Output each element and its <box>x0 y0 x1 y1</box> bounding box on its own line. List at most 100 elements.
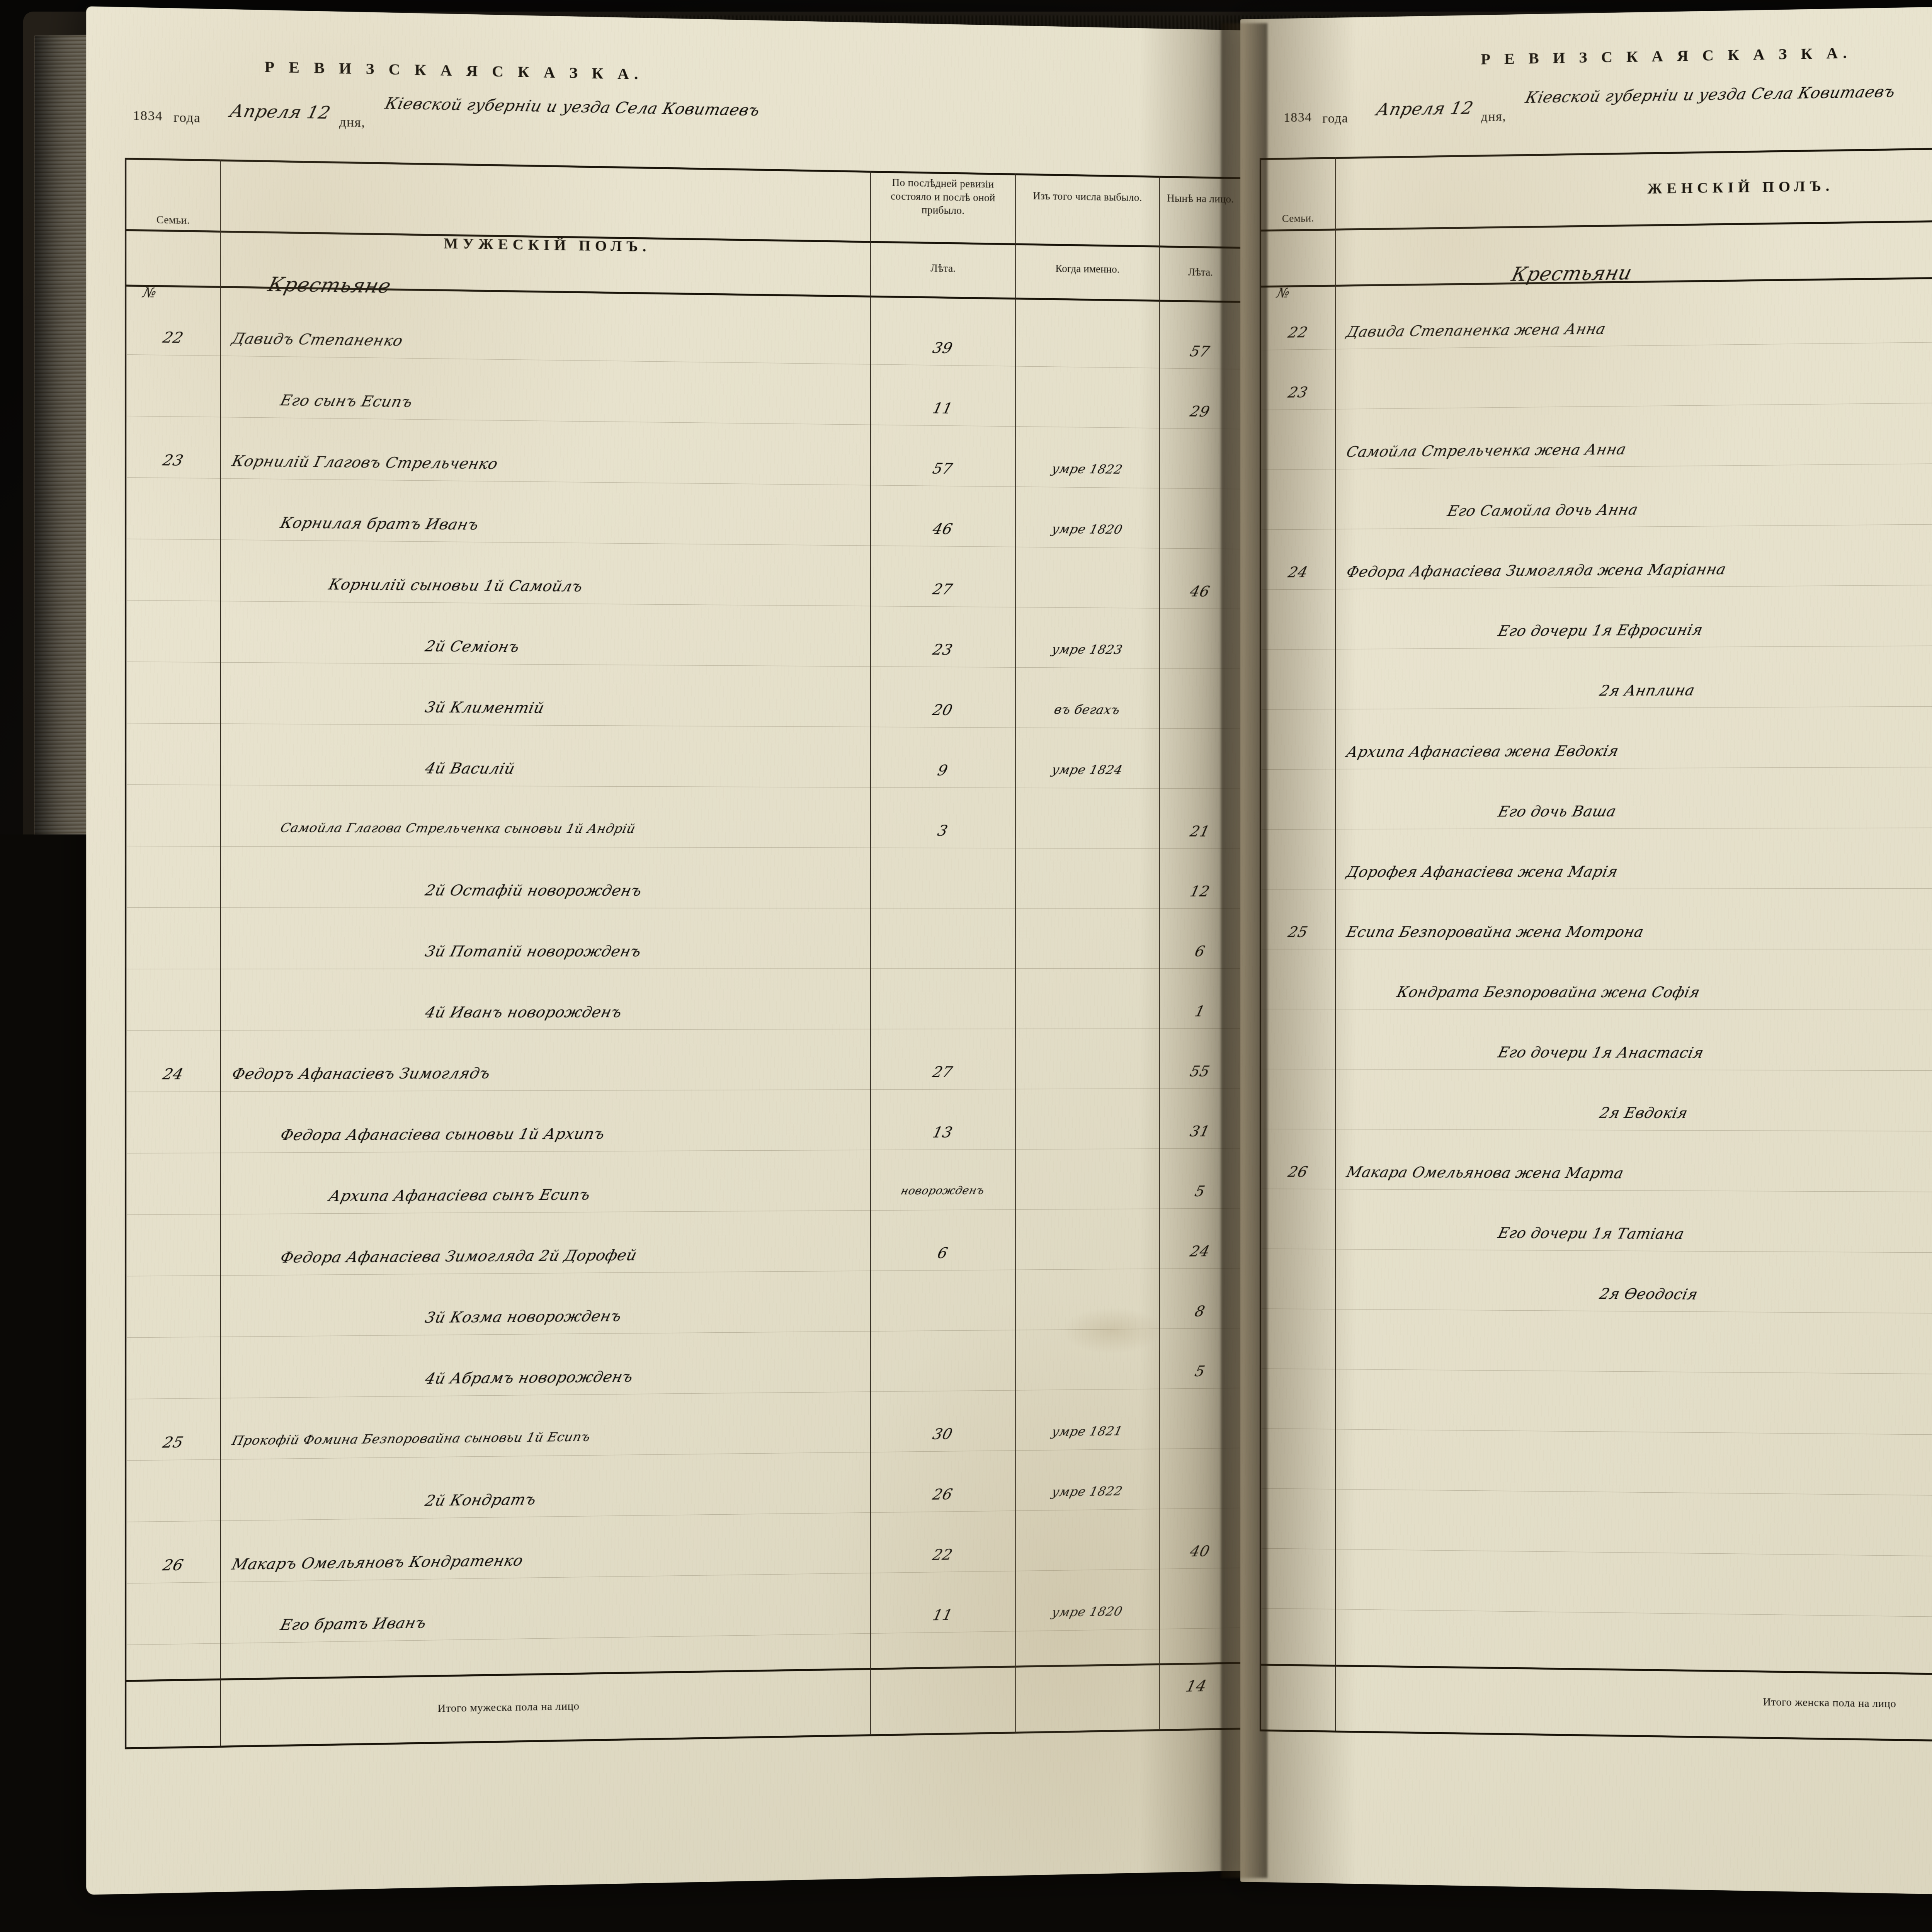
prev-revision-cell: 30 <box>870 1425 1015 1443</box>
left-page-title: Р Е В И З С К А Я С К А З К А. <box>265 58 643 83</box>
dropped-out-cell: умре 1822 <box>1015 461 1158 477</box>
right-dateline-year: 1834 <box>1284 110 1312 125</box>
name-cell: 3й Потапiй новорожденъ <box>423 943 643 960</box>
book-gutter <box>1221 23 1267 1878</box>
name-cell: Макара Омельянова жена Марта <box>1345 1163 1625 1182</box>
ruled-line <box>1262 704 1932 710</box>
name-cell: Давида Степаненка жена Анна <box>1345 320 1607 340</box>
prev-revision-cell: 11 <box>870 399 1015 418</box>
left-total-value: 14 <box>1184 1677 1208 1696</box>
family-number-cell: 24 <box>125 1065 221 1083</box>
left-col-dropped-out-header: Изъ того числа выбыло. <box>1018 189 1157 205</box>
name-cell: Федоръ Афанасiевъ Зимоглядъ <box>230 1065 492 1083</box>
ruled-line <box>127 539 1240 549</box>
ruled-line <box>1262 1429 1932 1439</box>
ruled-line <box>1262 1308 1932 1316</box>
name-cell: Самойла Глагова Стрельченка сыновьи 1й А… <box>279 820 637 836</box>
name-cell: Есипа Безпоровайна жена Мотрона <box>1345 923 1645 940</box>
family-number-cell: 22 <box>1260 323 1336 341</box>
name-cell: Самойла Стрельченка жена Анна <box>1345 440 1628 460</box>
name-cell: 2я Ѳеодосiя <box>1598 1285 1700 1303</box>
ruled-line <box>1262 888 1932 889</box>
name-cell: Федора Афанасiева сыновьи 1й Архипъ <box>279 1125 606 1144</box>
name-cell: 4й Абрамъ новорожденъ <box>423 1368 635 1387</box>
name-cell: Кондрата Безпоровайна жена Софiя <box>1395 983 1702 1001</box>
ruled-line <box>1262 1488 1932 1500</box>
name-cell: Его Самойла дочь Анна <box>1446 501 1640 519</box>
scanned-book-spread: Р Е В И З С К А Я С К А З К А. 1834 года… <box>0 0 1932 1932</box>
name-cell: Макаръ Омельяновъ Кондратенко <box>230 1552 525 1573</box>
ruled-line <box>127 1028 1240 1031</box>
ruled-line <box>127 662 1240 669</box>
name-cell: 2я Анплина <box>1598 682 1697 699</box>
dropped-out-cell: умре 1824 <box>1015 762 1158 777</box>
ruled-line <box>1262 643 1932 650</box>
prev-revision-cell: 23 <box>870 641 1015 659</box>
prev-revision-cell: 22 <box>870 1545 1015 1564</box>
family-number-cell: 24 <box>1260 563 1336 581</box>
dropped-out-cell: умре 1820 <box>1015 1603 1158 1620</box>
name-cell: Корнилiй сыновьи 1й Самойлъ <box>327 576 584 595</box>
dropped-out-cell: умре 1820 <box>1015 521 1158 537</box>
name-cell: 3й Климентiй <box>423 699 546 716</box>
left-estate-hand: Крестьяне <box>266 273 393 298</box>
left-col-prev-revision-header: По послѣдней ревизiи состояло и послѣ он… <box>873 175 1013 218</box>
ruled-line <box>127 968 1240 969</box>
ruled-line <box>127 600 1240 609</box>
name-cell: Архипа Афанасiева жена Евдокiя <box>1345 742 1620 760</box>
ruled-line <box>127 1448 1240 1461</box>
ruled-line <box>127 1508 1240 1522</box>
dropped-out-cell: умре 1823 <box>1015 641 1158 657</box>
ruled-line <box>127 1328 1240 1338</box>
left-dateline-place-hand: Кiевской губернiи и уезда Села Ковитаевъ <box>383 95 762 120</box>
name-cell: Федора Афанасiева Зимогляда 2й Дорофей <box>279 1247 639 1266</box>
name-cell: Его братъ Иванъ <box>279 1614 428 1634</box>
prev-revision-cell: 6 <box>870 1244 1015 1262</box>
name-cell: 2й Кондратъ <box>423 1491 538 1509</box>
ruled-line <box>1262 398 1932 410</box>
family-number-cell: 25 <box>125 1433 221 1452</box>
left-subhdr-years: Лѣта. <box>873 261 1013 276</box>
name-cell: Корнилiй Глаговъ Стрельченко <box>230 452 500 472</box>
ruled-line <box>127 1388 1240 1399</box>
prev-revision-cell: 46 <box>870 520 1015 538</box>
prev-revision-cell: 26 <box>870 1485 1015 1504</box>
ruled-line <box>1262 827 1932 830</box>
right-col-family-header: Семьи. <box>1262 211 1334 226</box>
prev-revision-cell: 39 <box>870 338 1015 357</box>
right-dateline-place-hand: Кiевской губернiи и уезда Села Ковитаевъ <box>1524 83 1897 107</box>
right-estate-hand: Крестьяни <box>1509 262 1634 286</box>
ruled-line <box>127 477 1240 489</box>
left-total-label: Итого мужеска пола на лицо <box>437 1700 579 1715</box>
ruled-line <box>1262 520 1932 530</box>
family-number-cell: 22 <box>125 328 221 347</box>
ruled-line <box>1262 459 1932 470</box>
dropped-out-cell: умре 1822 <box>1015 1483 1158 1500</box>
prev-revision-cell: 27 <box>870 580 1015 598</box>
name-cell: Дорофея Афанасiева жена Марiя <box>1345 863 1619 880</box>
left-dateline-date-hand: Апреля 12 <box>228 101 333 123</box>
name-cell: 2й Семiонъ <box>423 638 521 655</box>
right-page-title: Р Е В И З С К А Я С К А З К А. <box>1481 44 1852 68</box>
ruled-line <box>1262 1189 1932 1194</box>
name-cell: 3й Козма новорожденъ <box>423 1307 623 1326</box>
name-cell: Архипа Афанасiева сынъ Есипъ <box>327 1186 592 1205</box>
dropped-out-cell: въ бегахъ <box>1015 702 1158 717</box>
right-col-sex-header: ЖЕНСКIЙ ПОЛЪ. <box>1337 172 1932 203</box>
family-number-cell: 23 <box>1260 383 1336 401</box>
family-number-cell: 26 <box>1260 1163 1336 1180</box>
ruled-line <box>127 1148 1240 1153</box>
left-dateline-day-word: дня, <box>339 115 366 130</box>
right-family-mark-hand: № <box>1275 285 1291 301</box>
left-dateline-year-word: года <box>173 110 201 126</box>
prev-revision-cell: 13 <box>870 1124 1015 1141</box>
name-cell: Прокофiй Фомина Безпоровайна сыновьи 1й … <box>230 1429 592 1448</box>
name-cell: 2я Евдокiя <box>1598 1104 1690 1122</box>
ruled-line <box>127 1088 1240 1092</box>
prev-revision-cell: 9 <box>870 762 1015 779</box>
right-page: Р Е В И З С К А Я С К А З К А. 1834 года… <box>1240 0 1932 1903</box>
right-dateline-day-word: дня, <box>1481 109 1506 124</box>
name-cell: 4й Иванъ новорожденъ <box>423 1003 624 1021</box>
ruled-line <box>1262 765 1932 770</box>
name-cell: Его дочери 1я Ефросинiя <box>1497 621 1705 640</box>
